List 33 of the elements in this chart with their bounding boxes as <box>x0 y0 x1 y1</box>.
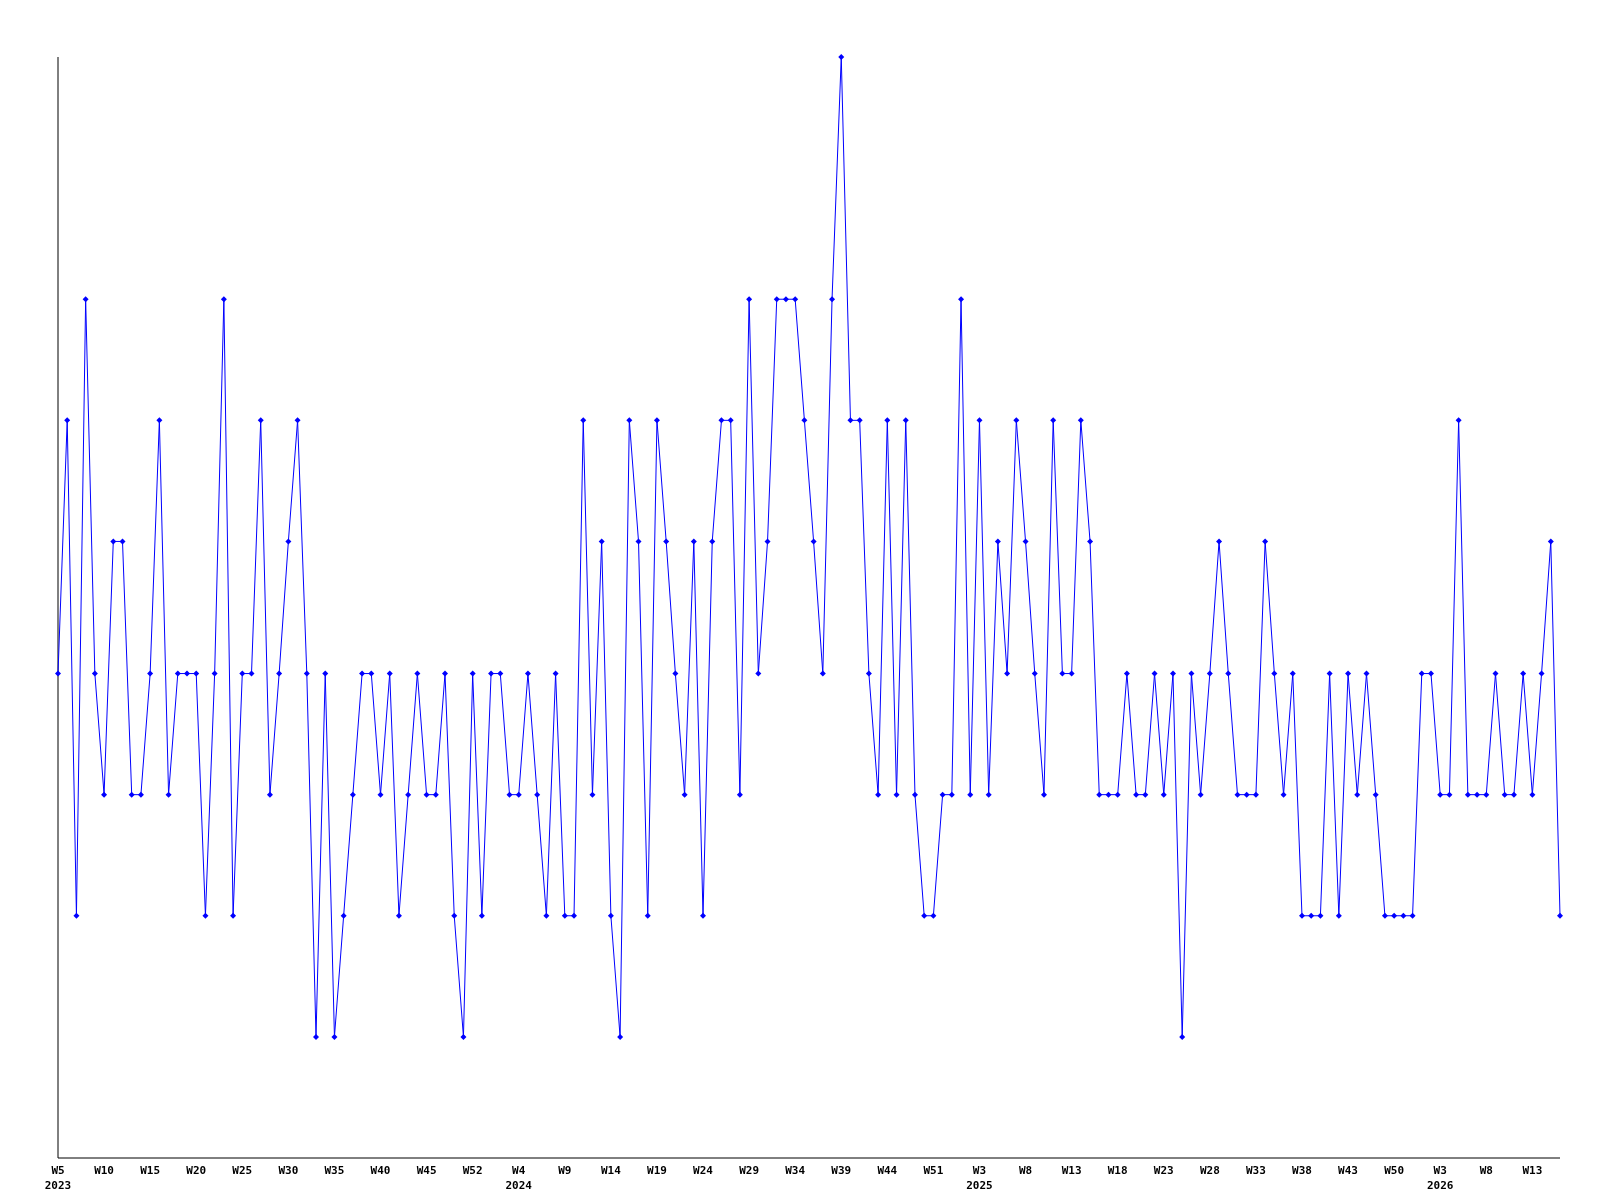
x-tick-label: W25 <box>232 1164 253 1177</box>
x-tick-label: W15 <box>140 1164 161 1177</box>
x-tick-label: W50 <box>1384 1164 1405 1177</box>
x-tick-label: W19 <box>647 1164 667 1177</box>
x-tick-label: W29 <box>739 1164 760 1177</box>
x-tick-label: W40 <box>370 1164 391 1177</box>
x-tick-label: W39 <box>831 1164 852 1177</box>
x-tick-label: W38 <box>1292 1164 1312 1177</box>
x-tick-label: W23 <box>1153 1164 1174 1177</box>
x-tick-label: W34 <box>785 1164 806 1177</box>
x-tick-label: W24 <box>693 1164 714 1177</box>
x-tick-label: W18 <box>1107 1164 1128 1177</box>
x-tick-label: W52 <box>462 1164 483 1177</box>
x-tick-label: W13 <box>1061 1164 1082 1177</box>
x-tick-label: W43 <box>1338 1164 1358 1177</box>
x-tick-label: W9 <box>558 1164 572 1177</box>
x-tick-label: W35 <box>324 1164 345 1177</box>
x-tick-label: W45 <box>416 1164 437 1177</box>
x-tick-label: W3 2025 <box>966 1164 993 1192</box>
x-tick-label: W20 <box>186 1164 207 1177</box>
x-tick-label: W30 <box>278 1164 299 1177</box>
x-tick-label: W8 <box>1018 1164 1033 1177</box>
x-tick-label: W28 <box>1199 1164 1220 1177</box>
x-tick-label: W3 2026 <box>1426 1164 1454 1192</box>
x-tick-label: W4 2024 <box>505 1164 533 1192</box>
x-tick-label: W51 <box>923 1164 944 1177</box>
x-tick-label: W13 <box>1522 1164 1543 1177</box>
x-tick-label: W33 <box>1245 1164 1266 1177</box>
x-tick-label: W14 <box>600 1164 622 1177</box>
x-tick-label: W10 <box>94 1164 115 1177</box>
x-tick-label: W44 <box>877 1164 898 1177</box>
x-tick-label: W8 <box>1479 1164 1493 1177</box>
x-tick-label: W5 2023 <box>44 1164 72 1192</box>
